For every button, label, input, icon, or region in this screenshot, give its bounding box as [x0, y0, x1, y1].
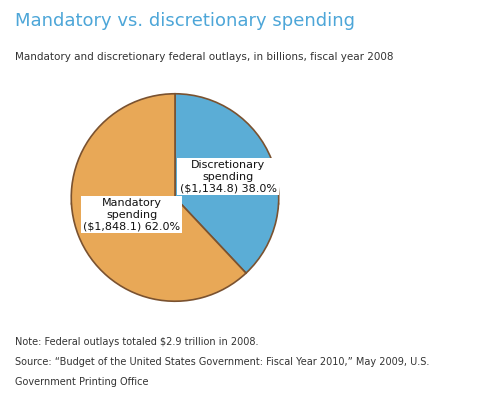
- Text: Note: Federal outlays totaled $2.9 trillion in 2008.: Note: Federal outlays totaled $2.9 trill…: [15, 337, 258, 347]
- Text: Source: “Budget of the United States Government: Fiscal Year 2010,” May 2009, U.: Source: “Budget of the United States Gov…: [15, 357, 430, 367]
- Text: Discretionary
spending
($1,134.8) 38.0%: Discretionary spending ($1,134.8) 38.0%: [180, 160, 276, 193]
- Text: Mandatory vs. discretionary spending: Mandatory vs. discretionary spending: [15, 12, 355, 30]
- Text: Government Printing Office: Government Printing Office: [15, 377, 148, 387]
- Text: Mandatory
spending
($1,848.1) 62.0%: Mandatory spending ($1,848.1) 62.0%: [83, 198, 180, 231]
- Polygon shape: [72, 188, 278, 219]
- Wedge shape: [72, 94, 246, 301]
- Text: Mandatory and discretionary federal outlays, in billions, fiscal year 2008: Mandatory and discretionary federal outl…: [15, 52, 394, 62]
- Wedge shape: [175, 94, 279, 273]
